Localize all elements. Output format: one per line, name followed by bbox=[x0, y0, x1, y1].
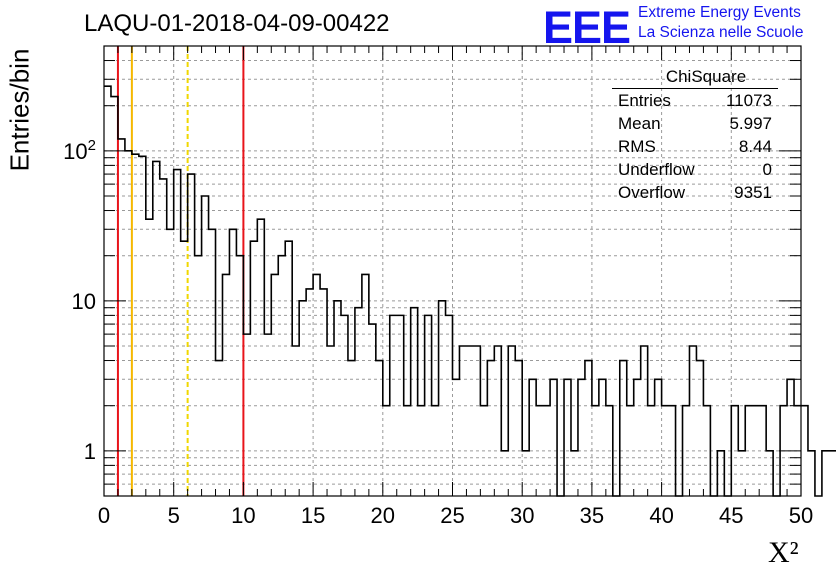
x-tick-label: 50 bbox=[789, 503, 813, 528]
x-tick-label: 5 bbox=[168, 503, 180, 528]
stats-row: Underflow 0 bbox=[612, 158, 778, 181]
axis-ticks bbox=[103, 45, 802, 497]
chart-title: LAQU-01-2018-04-09-00422 bbox=[84, 10, 390, 37]
y-axis-label: Entries/bin bbox=[4, 48, 35, 172]
stats-label: RMS bbox=[618, 137, 656, 156]
x-tick-label: 20 bbox=[371, 503, 395, 528]
x-tick-label: 35 bbox=[580, 503, 604, 528]
stats-value: 5.997 bbox=[729, 114, 772, 133]
x-tick-label: 10 bbox=[231, 503, 255, 528]
logo-line-1: Extreme Energy Events bbox=[638, 4, 801, 21]
y-tick-label: 10 bbox=[72, 289, 96, 314]
stats-value: 8.44 bbox=[738, 137, 772, 156]
stats-label: Overflow bbox=[618, 183, 686, 202]
reference-lines bbox=[116, 46, 245, 496]
x-axis-label: X² bbox=[768, 536, 799, 569]
stats-box: ChiSquare Entries 11073 Mean 5.997 RMS 8.44… bbox=[612, 66, 778, 204]
stats-title: ChiSquare bbox=[612, 66, 778, 89]
stats-row: Overflow 9351 bbox=[612, 181, 778, 204]
x-tick-label: 30 bbox=[510, 503, 534, 528]
stats-label: Underflow bbox=[618, 160, 695, 179]
stats-value: 0 bbox=[762, 160, 772, 179]
stats-label: Mean bbox=[618, 114, 661, 133]
stats-value: 11073 bbox=[725, 91, 772, 110]
tick-labels: 0 5 10 15 20 25 30 35 40 45 50 1 10 102 bbox=[63, 137, 813, 528]
x-tick-label: 40 bbox=[649, 503, 673, 528]
stats-label: Entries bbox=[618, 91, 671, 110]
y-tick-label: 1 bbox=[84, 439, 96, 464]
x-tick-label: 0 bbox=[98, 503, 110, 528]
logo-line-2: La Scienza nelle Scuole bbox=[638, 24, 804, 41]
x-tick-label: 25 bbox=[440, 503, 464, 528]
stats-row: Entries 11073 bbox=[612, 89, 778, 112]
histogram-outline bbox=[104, 85, 836, 497]
eee-logo: EEE bbox=[543, 2, 631, 53]
y-tick-label: 102 bbox=[63, 137, 96, 164]
stats-value: 9351 bbox=[734, 183, 772, 202]
stats-row: RMS 8.44 bbox=[612, 135, 778, 158]
stats-row: Mean 5.997 bbox=[612, 112, 778, 135]
x-tick-label: 15 bbox=[301, 503, 325, 528]
x-tick-label: 45 bbox=[719, 503, 743, 528]
histogram bbox=[104, 85, 836, 497]
